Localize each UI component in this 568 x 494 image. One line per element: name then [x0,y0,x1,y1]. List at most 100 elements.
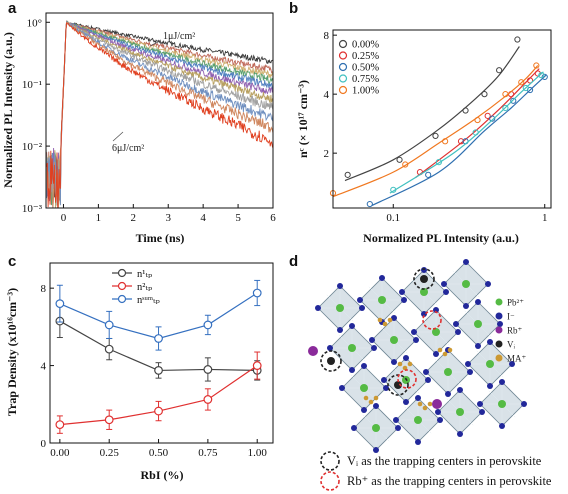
point-4-4 [502,91,509,98]
point-1-4 [252,361,262,370]
point-3-1 [435,159,442,166]
point-0-5 [496,67,503,74]
legend-label-0: n¹ₜₚ [137,269,152,280]
i-atom-13-3 [393,417,399,423]
legend-label-1: n²ₜₚ [137,282,152,293]
point-2-2 [154,334,163,343]
i-atom-5-2 [391,359,397,365]
i-atom-10-1 [467,369,473,375]
point-1-1 [457,138,465,145]
legend-dot-3 [495,340,503,348]
ma-molecule-2-2 [447,347,453,353]
structure-legend: Pb²⁺ I⁻ Rb⁺ Vᵢ MA⁺ [495,298,527,364]
i-atom-2-3 [399,289,405,295]
point-2-3 [489,115,496,122]
i-atom-12-3 [351,425,357,431]
legend-marker-2 [338,62,348,72]
i-atom-11-1 [509,361,515,367]
i-atom-12-0 [373,403,379,409]
x-tick-label-0: 0.1 [386,212,400,224]
panel-b: b 0.1 1 2 4 8 0.00%0.25%0.50%0.75%1.00% Norm… [289,0,552,245]
legend-dot-2 [495,326,503,334]
caption-rb: Rb⁺ as the trapping centers in perovskit… [320,471,552,491]
point-1-5 [534,70,541,77]
plot-b-legend: 0.00%0.25%0.50%0.75%1.00% [338,39,379,97]
point-2-6 [541,73,548,80]
annotation-high-arrow [112,131,124,142]
ma-molecule-4-0 [417,401,423,407]
y-tick-label-1: 10⁻¹ [22,79,42,91]
plot-c-marks [55,279,262,434]
panel-letter-d: d [289,253,298,270]
i-atom-11-2 [487,383,493,389]
legend-dot-4 [495,354,503,362]
i-atom-3-2 [463,303,469,309]
i-atom-15-0 [499,379,505,385]
plot-c-ylabel: Trap Density (x10¹⁶cm⁻³) [5,288,19,416]
i-atom-2-1 [443,289,449,295]
vacancy-marker-icon [320,451,340,471]
ma-molecule-2-0 [437,347,443,353]
point-1-2 [154,406,163,416]
fit-line-3 [389,71,544,194]
point-0-1 [104,344,114,354]
point-4-1 [402,161,409,168]
point-4-3 [474,116,481,124]
plot-b-frame [332,29,552,209]
x-tick-label-3: 3 [165,212,171,224]
i-atom-5-1 [413,337,419,343]
i-atom-14-0 [457,387,463,393]
i-atom-1-3 [357,297,363,303]
pb-atom-3 [462,280,470,288]
i-atom-6-0 [433,307,439,313]
fit-line-0 [344,46,520,182]
i-atom-7-3 [453,321,459,327]
i-atom-8-3 [339,385,345,391]
point-0-0 [344,171,351,178]
pb-atom-10 [444,368,452,376]
legend-dot-1 [495,312,503,320]
point-0-3 [462,107,469,114]
point-3-0 [390,186,397,193]
i-atom-9-3 [381,377,387,383]
vacancy-highlight-2 [387,374,409,396]
panel-letter-a: a [8,0,17,17]
legend-dot-0 [495,298,503,306]
legend-label-0: Pb²⁺ [507,298,524,308]
i-atom-15-1 [521,401,527,407]
legend-label-2: Rb⁺ [507,326,523,336]
i-atom-9-2 [403,399,409,405]
legend-marker-0 [338,39,348,49]
i-atom-4-0 [349,323,355,329]
rb-atom-1 [432,399,442,409]
ma-molecule-1-2 [407,361,413,367]
i-atom-0-2 [337,327,343,333]
x-tick-label-1: 1 [542,212,548,224]
caption-vacancy-text: Vᵢ as the trapping centers in perovskite [347,454,542,468]
pb-atom-2 [420,288,428,296]
x-tick-label-3: 0.75 [198,447,218,459]
ma-molecule-3-2 [373,395,379,401]
pb-atom-0 [336,304,344,312]
point-0-2 [432,132,439,139]
rb-marker-icon [320,471,340,491]
i-atom-6-1 [455,329,461,335]
i-atom-6-3 [411,329,417,335]
panel-d: d Pb²⁺ I⁻ Rb⁺ Vᵢ MA⁺ Vᵢ as the trapping cent… [289,253,552,491]
i-atom-4-1 [371,345,377,351]
panel-c: c 0.00 0.25 0.50 0.75 1.00 0 4 8 n¹ₜₚ n²ₜₚ nˢᵘᵐₜₚ… [5,253,274,482]
point-2-3 [203,320,213,330]
legend-marker-2 [117,294,127,304]
point-4-6 [533,62,540,69]
plot-c-xlabel: RbI (%) [140,468,183,482]
point-0-1 [396,156,403,163]
i-atom-13-1 [437,417,443,423]
pb-atom-11 [486,360,494,368]
ma-molecule-3-1 [368,399,374,405]
x-tick-label-2: 0.50 [149,447,169,459]
point-1-4 [526,77,534,84]
i-atom-4-3 [327,345,333,351]
i-atom-15-3 [477,401,483,407]
i-atom-15-2 [499,423,505,429]
caption-vacancy: Vᵢ as the trapping centers in perovskite [320,451,542,471]
